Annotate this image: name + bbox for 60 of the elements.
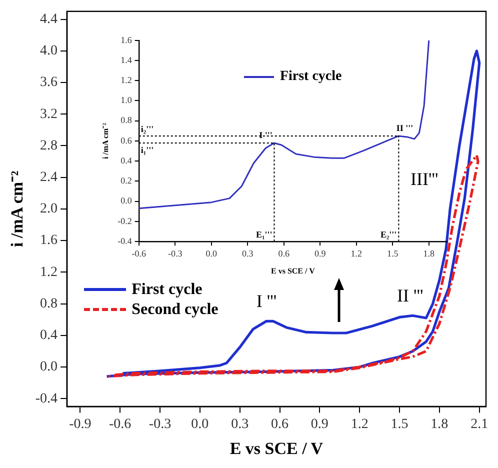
x-tick-label: 0.6	[271, 416, 289, 432]
x-axis-title: E vs SCE / V	[271, 266, 316, 276]
y-tick-label: 1.6	[120, 34, 132, 45]
x-tick-label: 1.8	[430, 416, 448, 432]
y-tick-label: 0.2	[120, 176, 132, 186]
y-tick-label: 3.6	[40, 75, 58, 90]
x-tick-label: 1.2	[350, 416, 368, 432]
y-tick-label: 1.6	[40, 233, 58, 248]
y-axis-title: i /mA cm⁻²	[100, 122, 110, 160]
y-tick-label: 0.4	[120, 155, 132, 166]
y-tick-label: 0.6	[120, 135, 132, 146]
y-tick-label: 2.8	[40, 138, 58, 154]
y-tick-label: -0.2	[118, 216, 132, 226]
x-tick-label: -0.9	[69, 416, 92, 432]
x-tick-label: 1.5	[387, 248, 399, 258]
y-tick-label: 1.2	[120, 74, 132, 85]
x-tick-label: -0.3	[168, 248, 183, 258]
y-tick-label: 2.4	[40, 170, 58, 186]
legend-label: Second cycle	[132, 300, 218, 319]
x-tick-label: 2.1	[470, 416, 488, 432]
legend-label: First cycle	[132, 280, 202, 299]
y-axis-title: i /mA cm⁻²	[8, 170, 27, 248]
annotation: I '''	[259, 130, 272, 140]
y-tick-label: 4.4	[40, 12, 58, 27]
x-tick-label: 0.6	[278, 248, 290, 258]
y-tick-label: 2.0	[40, 202, 58, 217]
annotation: I '''	[256, 290, 277, 311]
y-tick-label: 0.8	[40, 296, 58, 312]
y-tick-label: -0.4	[118, 236, 132, 246]
x-tick-label: 0.0	[191, 416, 209, 432]
y-tick-label: 4.0	[40, 44, 58, 59]
legend-label: First cycle	[280, 68, 342, 85]
annotation: II '''	[396, 122, 414, 133]
y-tick-label: 1.0	[120, 95, 132, 106]
y-tick-label: 0.0	[120, 196, 132, 206]
x-tick-label: 0.3	[242, 248, 254, 258]
y-tick-label: 0.4	[40, 328, 58, 344]
y-tick-label: 0.0	[40, 360, 58, 375]
x-tick-label: 0.3	[231, 416, 249, 432]
x-tick-label: 1.2	[350, 248, 362, 258]
x-tick-label: 0.9	[310, 416, 328, 432]
x-tick-label: -0.6	[132, 248, 147, 258]
x-tick-label: -0.3	[148, 416, 172, 432]
annotation: II '''	[397, 285, 424, 306]
y-tick-label: 1.4	[120, 54, 132, 65]
y-tick-label: 0.8	[120, 115, 132, 126]
y-tick-label: -0.4	[35, 391, 58, 406]
ref-line-label: i₁'''	[140, 144, 154, 155]
x-tick-label: -0.6	[109, 416, 132, 432]
ref-line-label: E₁'''	[256, 229, 272, 240]
x-tick-label: 0.0	[206, 248, 218, 258]
annotation: III'''	[410, 168, 438, 189]
x-tick-label: 1.8	[423, 248, 435, 258]
ref-line-label: E₂'''	[380, 229, 397, 240]
y-tick-label: 3.2	[40, 106, 58, 122]
y-tick-label: 1.2	[40, 264, 58, 280]
x-tick-label: 0.9	[314, 248, 326, 258]
ref-line-label: i₂'''	[140, 124, 154, 134]
x-tick-label: 1.5	[390, 416, 408, 432]
x-axis-title: E vs SCE / V	[230, 439, 324, 458]
